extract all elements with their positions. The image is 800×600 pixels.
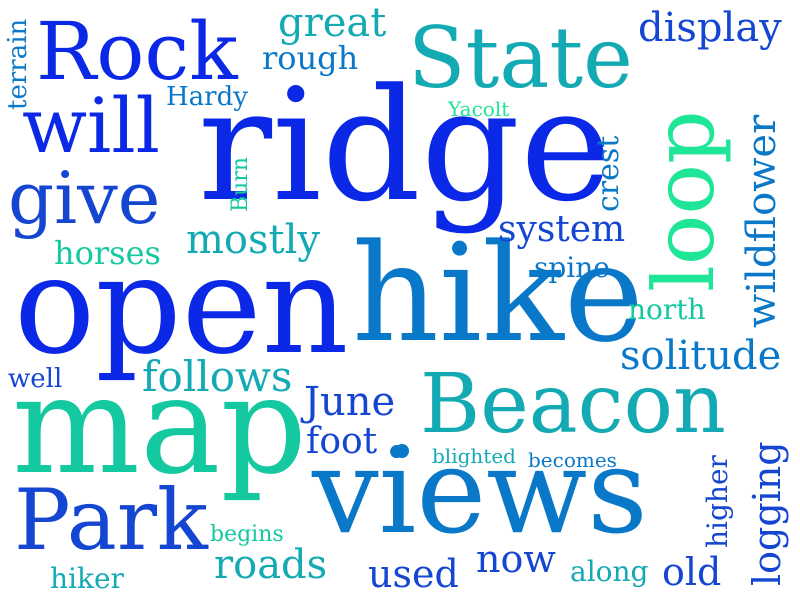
word-follows: follows (142, 352, 293, 401)
word-hiker: hiker (50, 562, 124, 595)
word-begins: begins (210, 522, 284, 547)
word-becomes: becomes (528, 448, 617, 472)
word-views: views (312, 422, 648, 560)
word-along: along (570, 555, 649, 588)
word-spine: spine (534, 251, 610, 284)
word-state: State (408, 9, 633, 107)
word-open: open (14, 227, 349, 384)
word-now: now (476, 537, 556, 581)
word-hike: hike (352, 215, 644, 372)
word-mostly: mostly (186, 217, 321, 263)
word-horses: horses (54, 234, 161, 272)
word-terrain: terrain (3, 18, 33, 110)
word-old: old (662, 550, 722, 594)
word-rock: Rock (36, 5, 238, 98)
word-system: system (498, 209, 626, 250)
word-display: display (638, 5, 782, 51)
word-logging: logging (745, 441, 789, 586)
word-crest: crest (591, 135, 626, 212)
word-june: June (304, 379, 396, 425)
word-higher: higher (701, 455, 734, 548)
word-used: used (368, 552, 459, 596)
word-foot: foot (306, 421, 378, 462)
word-roads: roads (214, 542, 328, 588)
word-give: give (8, 156, 161, 240)
word-yacolt: Yacolt (448, 97, 510, 121)
word-ridge: ridge (198, 55, 612, 236)
word-park: Park (14, 471, 208, 569)
word-hardy: Hardy (166, 82, 248, 112)
word-rough: rough (262, 39, 359, 77)
word-great: great (278, 0, 387, 46)
word-north: north (628, 293, 706, 326)
word-dot (395, 444, 409, 458)
word-solitude: solitude (620, 333, 782, 379)
word-burn: Burn (228, 156, 253, 212)
word-loop: loop (635, 110, 733, 292)
word-well: well (8, 364, 63, 394)
word-will: will (22, 81, 160, 170)
word-map: map (12, 347, 307, 504)
word-beacon: Beacon (420, 357, 726, 452)
word-wildflower: wildflower (739, 114, 785, 328)
word-blighted: blighted (432, 444, 516, 468)
